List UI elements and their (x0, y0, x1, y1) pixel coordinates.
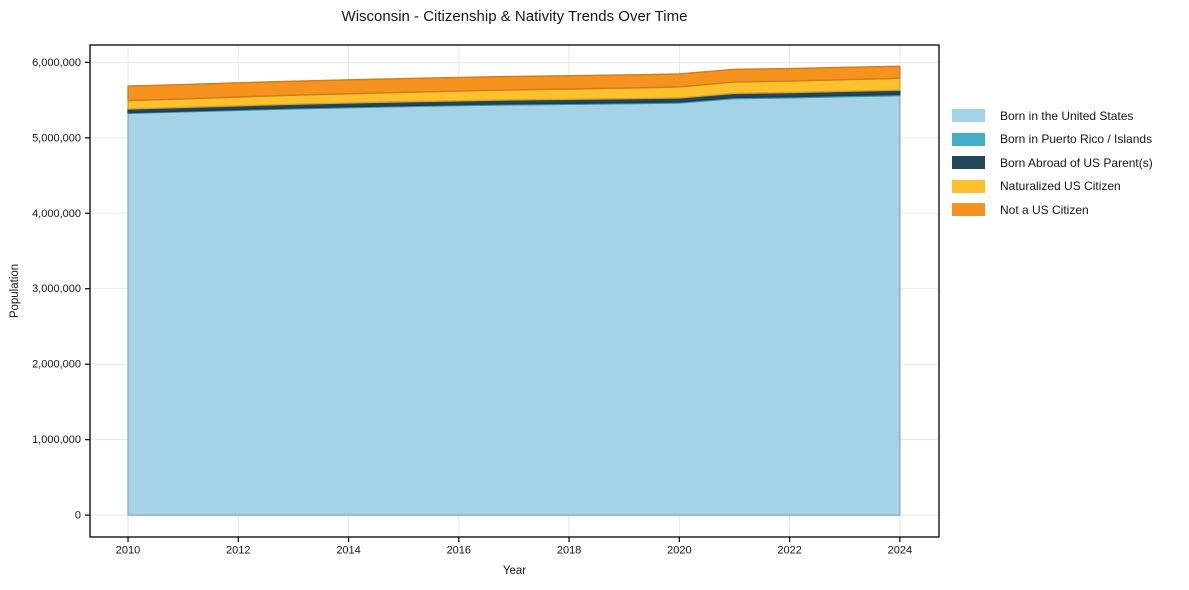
legend-label: Naturalized US Citizen (1000, 179, 1121, 194)
y-tick-label: 0 (75, 510, 81, 522)
x-tick-label: 2022 (777, 545, 801, 557)
legend-swatch-icon (952, 132, 985, 146)
plot-border (89, 44, 940, 538)
legend-item-born-in-puerto-rico-islands: Born in Puerto Rico / Islands (952, 128, 1153, 152)
legend-swatch-icon (952, 156, 985, 170)
legend-label: Not a US Citizen (1000, 202, 1089, 217)
legend-item-born-in-the-united-states: Born in the United States (952, 104, 1153, 128)
y-tick-label: 2,000,000 (32, 359, 81, 371)
y-axis-label: Population (9, 263, 21, 319)
legend-item-born-abroad-of-us-parent-s: Born Abroad of US Parent(s) (952, 151, 1153, 175)
legend: Born in the United States Born in Puerto … (952, 104, 1153, 222)
x-tick-label: 2024 (888, 545, 912, 557)
x-tick-label: 2010 (116, 545, 140, 557)
x-tick-label: 2014 (336, 545, 360, 557)
x-tick-label: 2012 (226, 545, 250, 557)
legend-item-naturalized-us-citizen: Naturalized US Citizen (952, 175, 1153, 199)
area-not-a-us-citizen (127, 65, 901, 102)
x-tick-label: 2020 (667, 545, 691, 557)
y-tick-label: 4,000,000 (32, 208, 81, 220)
y-tick-label: 5,000,000 (32, 132, 81, 144)
legend-swatch-icon (952, 203, 985, 217)
legend-swatch-icon (952, 179, 985, 193)
legend-item-not-a-us-citizen: Not a US Citizen (952, 198, 1153, 222)
legend-swatch-icon (952, 109, 985, 123)
x-tick-label: 2016 (447, 545, 471, 557)
chart-title: Wisconsin - Citizenship & Nativity Trend… (341, 8, 688, 25)
x-tick-label: 2018 (557, 545, 581, 557)
legend-label: Born in Puerto Rico / Islands (1000, 132, 1153, 147)
legend-label: Born in the United States (1000, 108, 1134, 123)
x-axis-label: Year (502, 565, 527, 577)
legend-label: Born Abroad of US Parent(s) (1000, 155, 1153, 170)
area-born-in-the-united-states (127, 94, 901, 516)
y-tick-label: 6,000,000 (32, 57, 81, 69)
y-tick-label: 3,000,000 (32, 283, 81, 295)
y-tick-label: 1,000,000 (32, 434, 81, 446)
